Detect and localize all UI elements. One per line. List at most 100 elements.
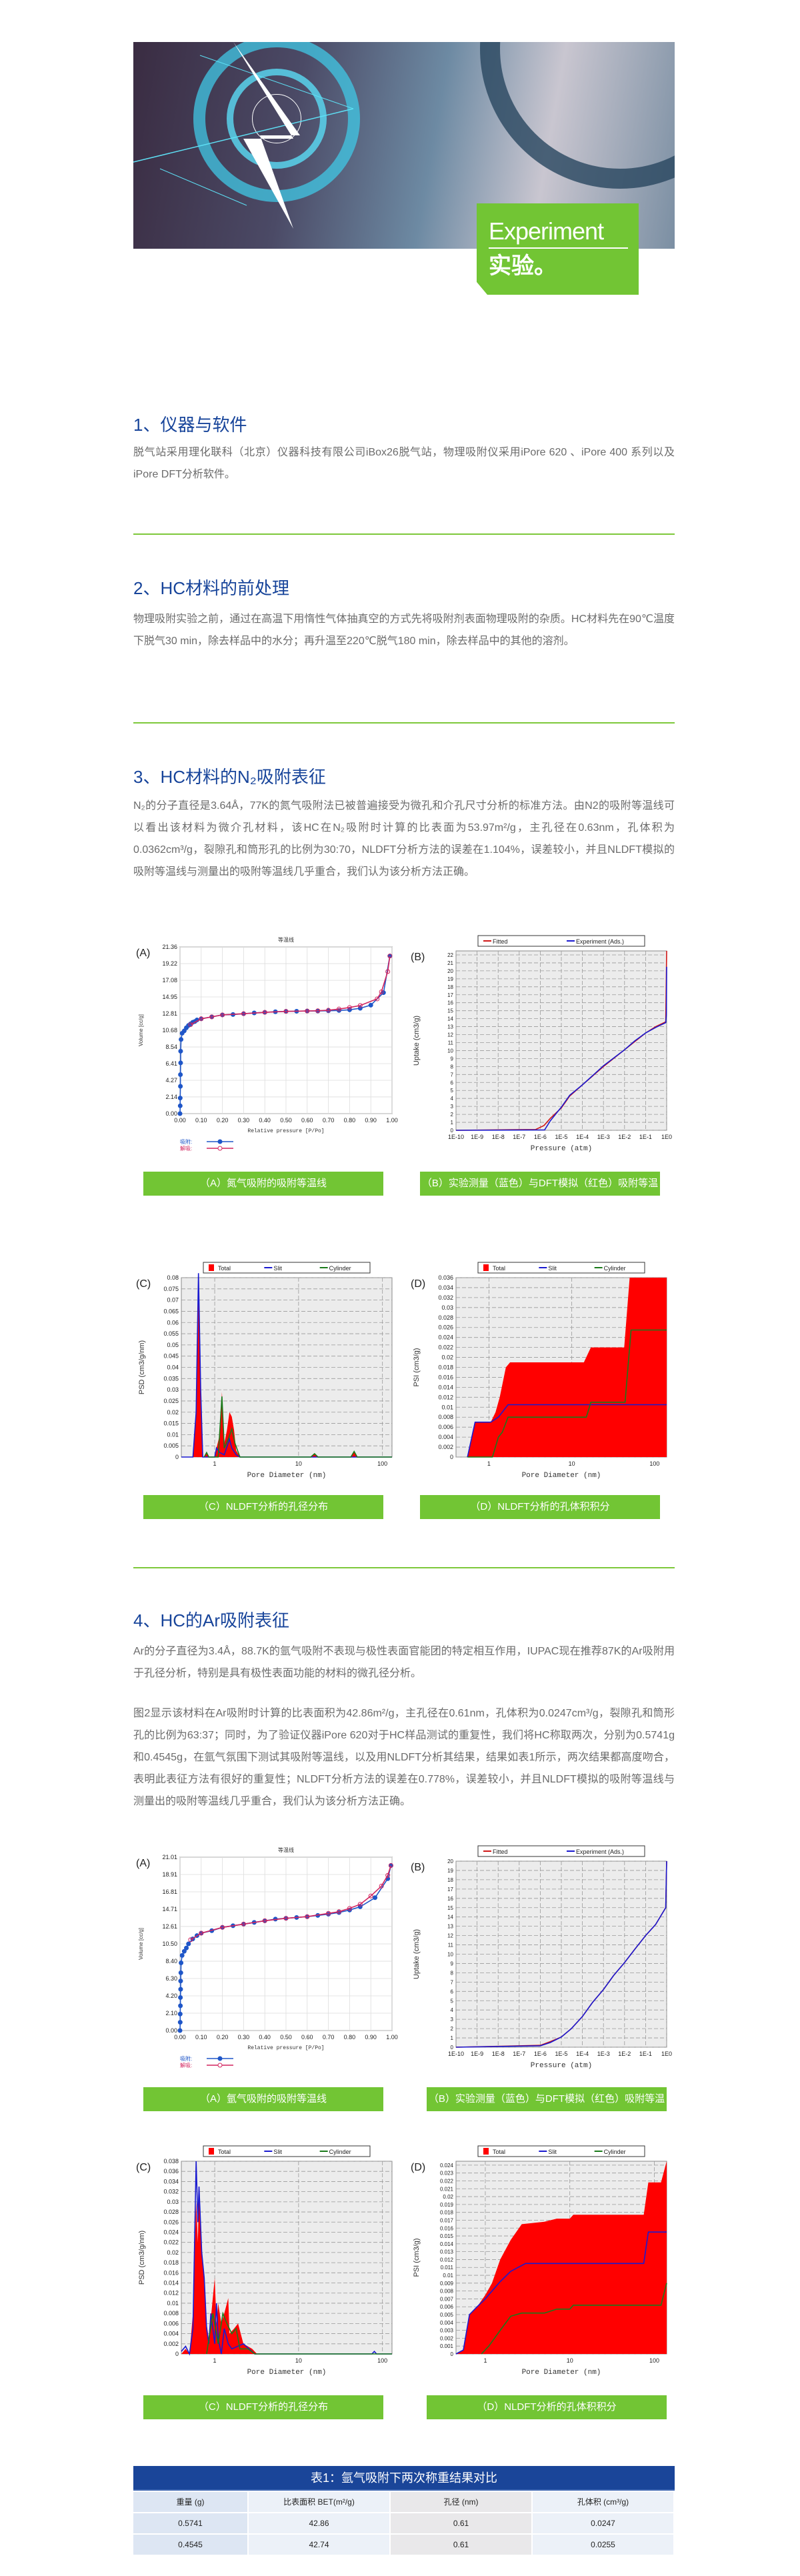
y-tick-label: 12	[447, 1032, 453, 1038]
legend-box	[477, 1845, 645, 1857]
y-tick-label: 20	[447, 1858, 453, 1864]
x-tick-label: 1E-8	[492, 2051, 505, 2057]
figure-2d: 0 0.001 0.002 0.003 0.004 0.005 0.006 0.007 0.00…	[408, 2144, 675, 2419]
data-point	[385, 969, 391, 974]
y-tick-label: 0.03	[167, 2199, 179, 2205]
y-tick-label: 0	[451, 1128, 454, 1134]
legend-swatch	[209, 1264, 214, 1271]
y-tick-label: 0.005	[163, 1442, 179, 1449]
column-header: 孔径 (nm)	[391, 2492, 531, 2512]
data-point	[283, 1009, 289, 1014]
chart-ar-psd: 0 0.002 0.004 0.006 0.008 0.01 0.012 0.014 0.016…	[136, 2145, 393, 2377]
y-tick-label: 17.08	[162, 977, 177, 984]
y-tick-label: 0.016	[440, 2225, 454, 2231]
y-tick-label: 0.017	[440, 2217, 454, 2223]
data-point	[178, 1979, 183, 1984]
y-tick-label: 21	[447, 960, 453, 966]
y-tick-label: 0.036	[163, 2168, 179, 2175]
y-tick-label: 11	[448, 1040, 454, 1046]
legend-label: Fitted	[493, 1848, 508, 1855]
data-point	[305, 1914, 310, 1919]
data-point	[184, 1945, 189, 1951]
legend-label: Slit	[548, 1265, 557, 1272]
y-tick-label: 0.06	[167, 1319, 179, 1326]
x-tick-label: 0.60	[301, 1117, 313, 1124]
figure-caption: （B）实验测量（蓝色）与DFT模拟（红色）吸附等温线	[427, 2087, 667, 2129]
legend-box	[477, 2145, 645, 2157]
table-cell: 42.86	[249, 2513, 389, 2533]
x-tick-label: 0.00	[174, 2034, 186, 2041]
x-tick-label: 0.70	[323, 2034, 335, 2041]
x-tick-label: 1E-5	[555, 1134, 567, 1140]
x-tick-label: 100	[377, 1460, 387, 1467]
data-point	[357, 1003, 363, 1008]
legend-label: Experiment (Ads.)	[576, 938, 624, 945]
y-tick-label: 14	[447, 1914, 453, 1920]
y-tick-label: 0.018	[163, 2259, 179, 2266]
y-tick-label: 0.014	[440, 2241, 454, 2247]
data-point	[347, 1906, 352, 1911]
data-point	[368, 1002, 373, 1008]
section-1-text: 脱气站采用理化联科（北京）仪器科技有限公司iBox26脱气站，物理吸附仪采用iP…	[133, 447, 675, 480]
y-tick-label: 0	[451, 2045, 454, 2051]
y-tick-label: 5	[451, 1088, 454, 1094]
x-tick-label: 1E-1	[639, 2051, 652, 2057]
x-tick-label: 1E-9	[471, 2051, 483, 2057]
data-point	[337, 1909, 341, 1914]
figure-1c: 0 0.005 0.01 0.015 0.02 0.025 0.03 0.035 0.04 0.0…	[133, 1260, 400, 1519]
data-point	[186, 1941, 191, 1947]
x-tick-label: 100	[377, 2357, 387, 2364]
figure-caption: （A）氮气吸附的吸附等温线	[143, 1172, 383, 1196]
legend-label: Total	[493, 1265, 505, 1272]
y-tick-label: 0.015	[163, 1420, 179, 1427]
y-tick-label: 0.014	[163, 2280, 179, 2287]
y-tick-label: 17	[447, 992, 453, 998]
y-tick-label: 6	[451, 1989, 454, 1995]
chart-title: 等温线	[278, 1846, 294, 1853]
y-tick-label: 0.002	[163, 2341, 179, 2347]
y-tick-label: 0.01	[167, 2300, 179, 2307]
chart-n2-dft-fit: 0123456789101112131415161718192021221E-1…	[411, 935, 672, 1153]
section-2-heading: 2、HC材料的前处理	[133, 578, 290, 598]
legend-label: Cylinder	[329, 1265, 351, 1272]
data-point	[262, 1010, 267, 1015]
x-axis-label: Relative pressure [P/Po]	[247, 1128, 324, 1134]
data-point	[315, 1008, 321, 1014]
data-point	[178, 1970, 183, 1975]
figure-2b: 0 1 2 3 4 5 6 7 8 9 10 11 12 13 14 15 16 17 18 19 20 1E-10 1E-…	[408, 1844, 675, 2129]
x-tick-label: 1	[483, 2357, 487, 2364]
data-point	[283, 1916, 289, 1921]
figure-caption: （D）NLDFT分析的孔体积积分	[420, 1495, 660, 1519]
y-tick-label: 0.04	[167, 1364, 179, 1371]
table-cell: 0.4545	[133, 2535, 247, 2555]
x-tick-label: 1E-2	[618, 2051, 631, 2057]
y-tick-label: 0	[450, 1454, 453, 1460]
x-axis-label: Pressure (atm)	[531, 2062, 592, 2070]
y-tick-label: 0.065	[163, 1308, 179, 1314]
panel-label: (D)	[411, 2162, 425, 2173]
x-tick-label: 1E-8	[492, 1134, 505, 1140]
section-4-heading: 4、HC的Ar吸附表征	[133, 1610, 290, 1630]
figure-1a: 0.00 2.14 4.27 6.41 8.54 10.68 12.81 14.95 17.08…	[133, 934, 400, 1196]
legend-label: 解吸:	[180, 1145, 192, 1152]
data-point	[181, 1949, 187, 1954]
y-tick-label: 0.008	[438, 1414, 453, 1420]
table-title: 表1：氩气吸附下两次称重结果对比	[133, 2466, 675, 2491]
x-tick-label: 0.10	[195, 2034, 207, 2041]
series-line	[455, 966, 667, 1131]
y-tick-label: 0.026	[163, 2219, 179, 2225]
y-tick-label: 0.022	[438, 1344, 453, 1351]
x-axis-label: Pore Diameter (nm)	[522, 2369, 601, 2377]
data-point	[178, 2003, 183, 2009]
y-tick-label: 0.016	[438, 1374, 453, 1380]
data-point	[387, 954, 393, 959]
y-tick-label: 0.018	[438, 1364, 453, 1371]
y-tick-label: 16	[447, 1000, 453, 1006]
data-point	[388, 1862, 393, 1868]
legend-label: Experiment (Ads.)	[576, 1848, 624, 1855]
legend-marker	[217, 1146, 223, 1151]
data-point	[375, 996, 380, 1002]
x-tick-label: 100	[649, 1460, 659, 1467]
y-tick-label: 18	[447, 1877, 453, 1883]
y-tick-label: 8	[451, 1970, 454, 1976]
